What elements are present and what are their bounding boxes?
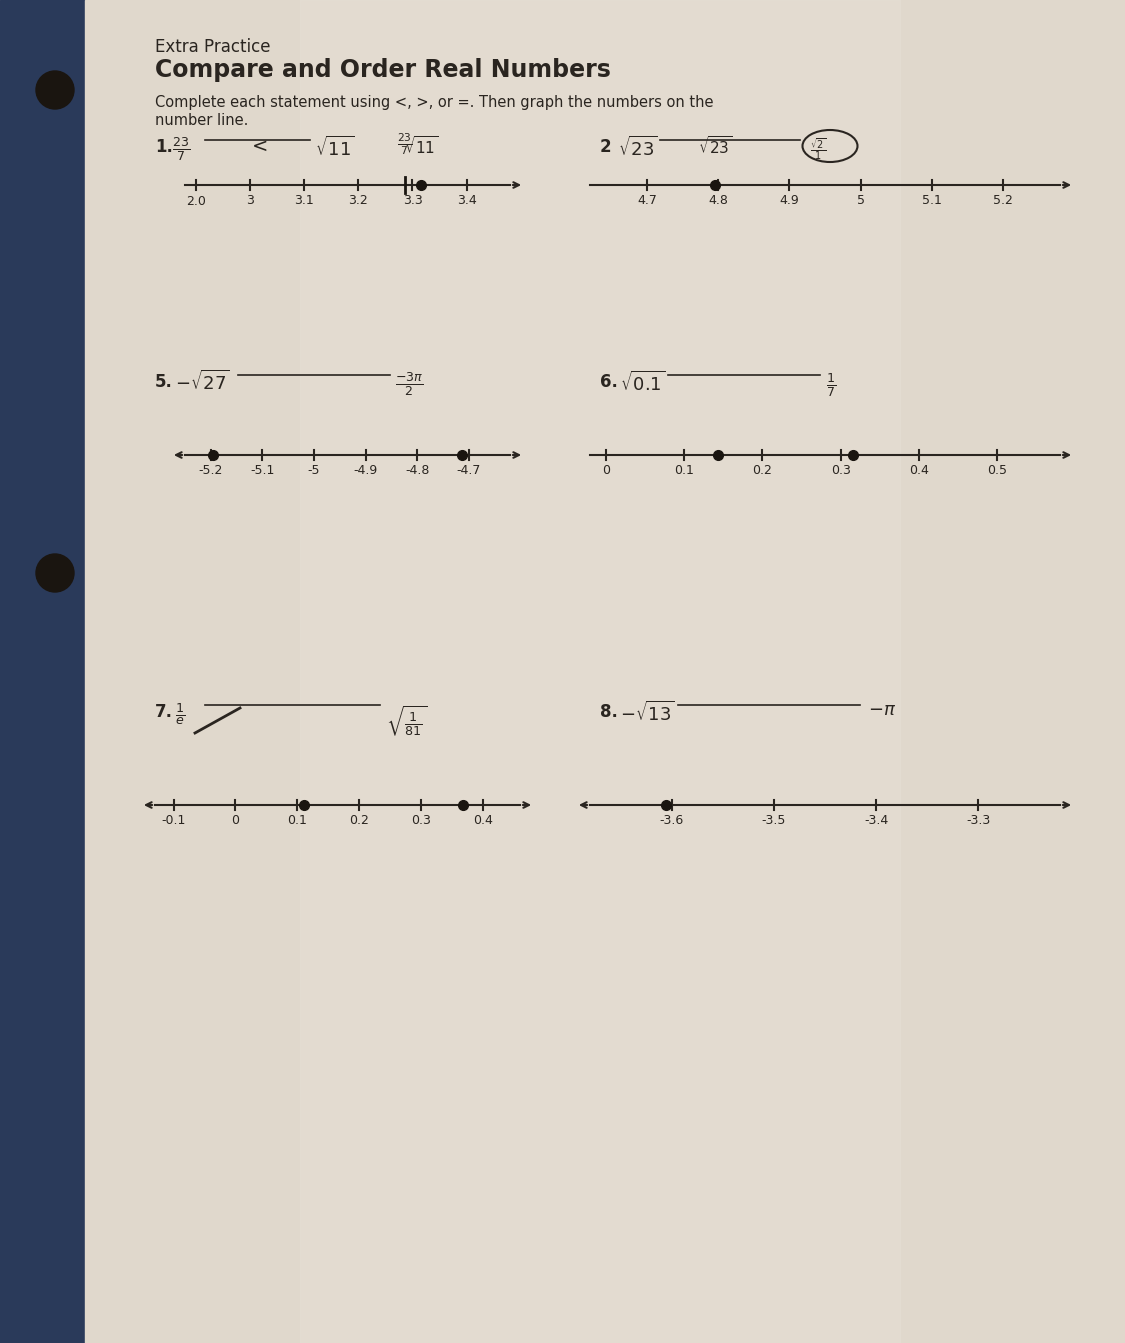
Text: 4.8: 4.8 [709, 193, 728, 207]
Text: $\sqrt{11}$: $\sqrt{11}$ [404, 136, 439, 157]
Text: 5: 5 [856, 193, 865, 207]
Bar [0, 0, 86, 1343]
Text: 3: 3 [246, 193, 254, 207]
Text: 8.: 8. [600, 702, 618, 721]
Text: -4.9: -4.9 [353, 463, 378, 477]
Text: -0.1: -0.1 [161, 814, 186, 827]
Text: 0.2: 0.2 [753, 463, 772, 477]
Text: $\frac{1}{e}$: $\frac{1}{e}$ [176, 701, 184, 727]
Text: 0.3: 0.3 [830, 463, 850, 477]
Text: $\sqrt{23}$: $\sqrt{23}$ [698, 136, 732, 157]
Text: $\frac{1}{7}$: $\frac{1}{7}$ [826, 371, 836, 399]
Bar [300, 0, 900, 1343]
Text: 3.2: 3.2 [349, 193, 368, 207]
Text: -5.1: -5.1 [250, 463, 274, 477]
Text: 0.3: 0.3 [411, 814, 431, 827]
Text: -3.4: -3.4 [864, 814, 889, 827]
Text: $\frac{23}{7}$: $\frac{23}{7}$ [172, 136, 190, 163]
Text: $-\pi$: $-\pi$ [868, 701, 897, 719]
Text: -4.7: -4.7 [457, 463, 480, 477]
Text: $-\sqrt{13}$: $-\sqrt{13}$ [620, 701, 675, 725]
Text: 0.1: 0.1 [287, 814, 307, 827]
Text: Extra Practice: Extra Practice [155, 38, 270, 56]
Text: 0.5: 0.5 [988, 463, 1007, 477]
Circle shape [36, 71, 74, 109]
Text: Complete each statement using <, >, or =. Then graph the numbers on the: Complete each statement using <, >, or =… [155, 95, 713, 110]
Text: 0.1: 0.1 [674, 463, 694, 477]
Text: 3.3: 3.3 [403, 193, 422, 207]
Text: $\frac{23}{7}$: $\frac{23}{7}$ [397, 132, 413, 157]
Text: -3.3: -3.3 [966, 814, 990, 827]
Text: Compare and Order Real Numbers: Compare and Order Real Numbers [155, 58, 611, 82]
Text: $-\sqrt{27}$: $-\sqrt{27}$ [176, 371, 230, 395]
Text: $\sqrt{\frac{1}{81}}$: $\sqrt{\frac{1}{81}}$ [386, 702, 428, 737]
Text: 0: 0 [232, 814, 240, 827]
Text: -5.2: -5.2 [199, 463, 223, 477]
Text: 5.: 5. [155, 373, 173, 391]
Text: 4.7: 4.7 [637, 193, 657, 207]
Text: number line.: number line. [155, 113, 249, 128]
Text: 0: 0 [602, 463, 610, 477]
Text: 1.: 1. [155, 138, 173, 156]
Text: 6.: 6. [600, 373, 618, 391]
Text: 5.2: 5.2 [993, 193, 1012, 207]
Text: 2.0: 2.0 [186, 195, 206, 208]
Text: -3.5: -3.5 [762, 814, 786, 827]
Text: 0.2: 0.2 [349, 814, 369, 827]
Text: $\frac{\sqrt{2}}{1}$: $\frac{\sqrt{2}}{1}$ [810, 136, 826, 161]
Text: 5.1: 5.1 [921, 193, 942, 207]
Text: 2: 2 [600, 138, 612, 156]
Text: -3.6: -3.6 [659, 814, 684, 827]
Text: -5: -5 [308, 463, 321, 477]
Text: $<$: $<$ [248, 137, 268, 156]
Circle shape [36, 555, 74, 592]
Text: 0.4: 0.4 [909, 463, 929, 477]
Text: $\sqrt{23}$: $\sqrt{23}$ [618, 136, 658, 160]
Text: -4.8: -4.8 [405, 463, 430, 477]
Text: 7.: 7. [155, 702, 173, 721]
Text: 3.4: 3.4 [457, 193, 477, 207]
Text: $\sqrt{11}$: $\sqrt{11}$ [315, 136, 354, 160]
Text: $\sqrt{0.1}$: $\sqrt{0.1}$ [620, 371, 666, 395]
Text: 0.4: 0.4 [472, 814, 493, 827]
Text: 4.9: 4.9 [780, 193, 799, 207]
Text: $\frac{-3\pi}{2}$: $\frac{-3\pi}{2}$ [395, 371, 423, 398]
Text: 3.1: 3.1 [295, 193, 314, 207]
